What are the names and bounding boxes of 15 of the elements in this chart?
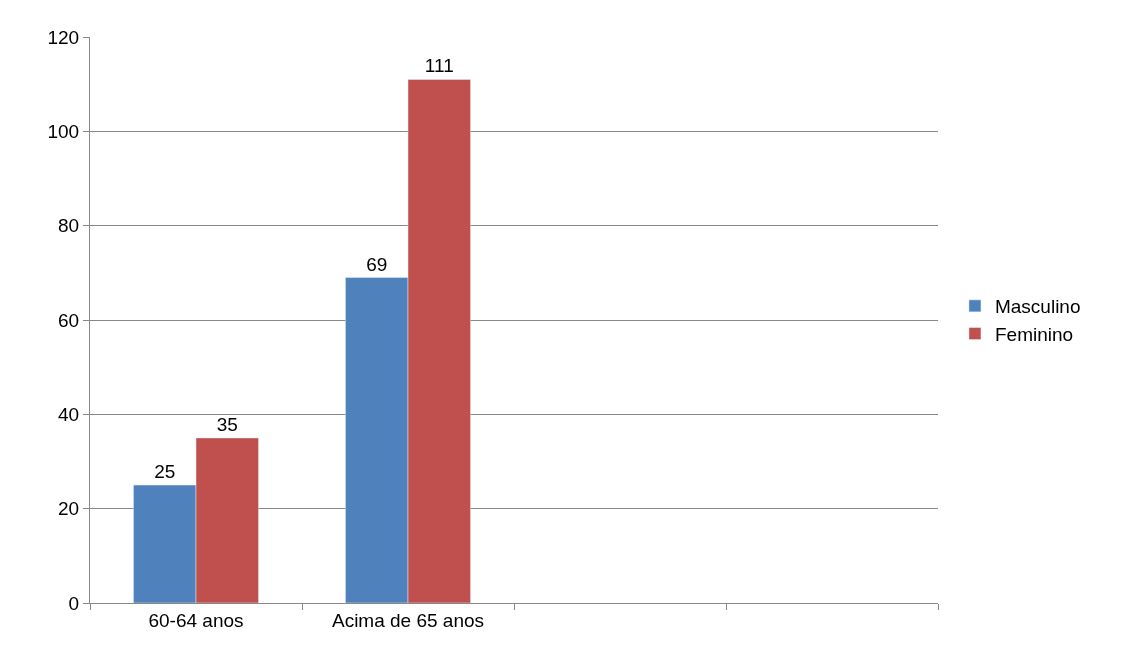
- x-tick-label: 60-64 anos: [148, 609, 244, 631]
- y-tick-label: 0: [68, 592, 80, 614]
- data-label: 35: [216, 413, 238, 435]
- data-label: 25: [154, 461, 176, 483]
- y-tick-label: 120: [47, 26, 80, 48]
- x-tick-label: Acima de 65 anos: [331, 609, 485, 631]
- data-label: 111: [424, 55, 454, 77]
- legend-label: Masculino: [994, 296, 1081, 318]
- y-tick-label: 60: [58, 309, 80, 331]
- legend-label: Feminino: [994, 323, 1074, 345]
- data-label: 69: [366, 253, 388, 275]
- y-tick-label: 100: [47, 120, 80, 142]
- y-tick-label: 40: [58, 403, 80, 425]
- y-tick-label: 20: [58, 498, 80, 520]
- y-tick-label: 80: [58, 215, 80, 237]
